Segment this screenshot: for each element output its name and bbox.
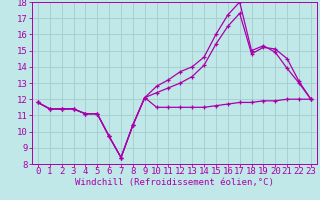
X-axis label: Windchill (Refroidissement éolien,°C): Windchill (Refroidissement éolien,°C) bbox=[75, 178, 274, 187]
